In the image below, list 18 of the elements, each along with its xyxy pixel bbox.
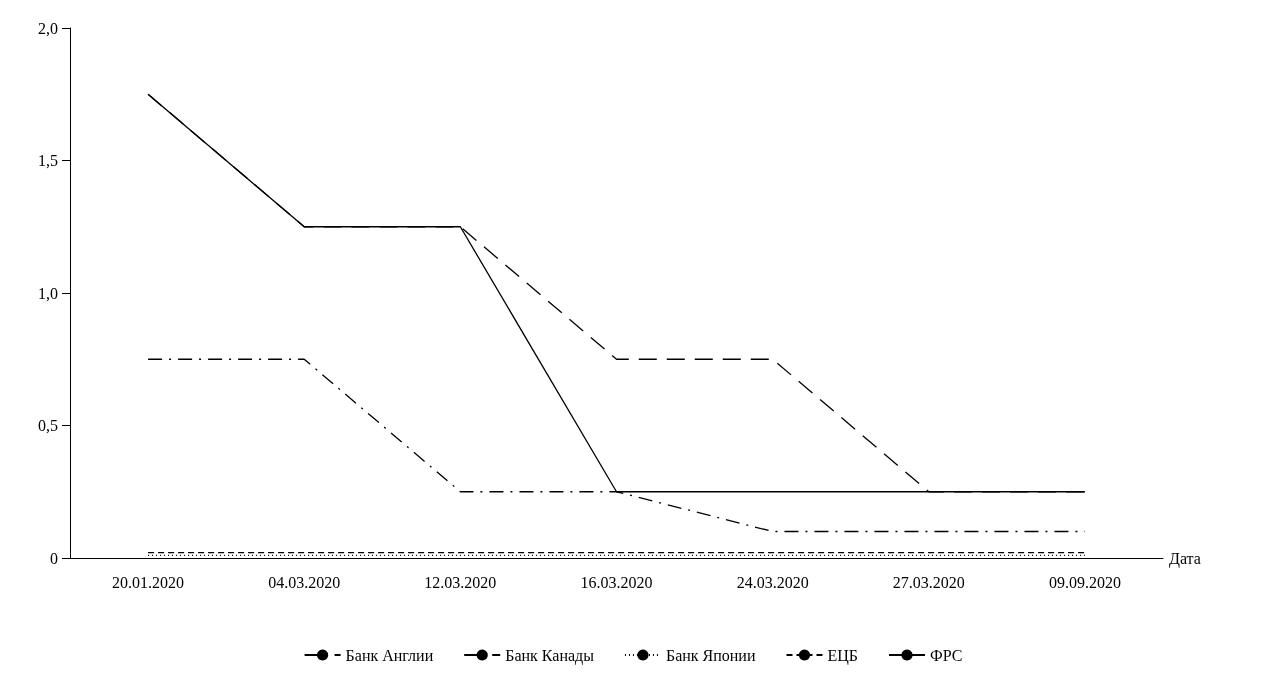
y-tick-label: 0	[50, 549, 58, 567]
x-axis-title: Дата	[1169, 549, 1201, 568]
x-tick-label: 04.03.2020	[268, 573, 341, 591]
y-tick-label: 0,5	[38, 417, 58, 434]
legend-label: Банк Канады	[505, 646, 595, 665]
legend-label: ФРС	[930, 646, 963, 664]
legend-label: Банк Англии	[345, 646, 434, 664]
x-tick-label: 20.01.2020	[112, 573, 185, 591]
legend-label: Банк Японии	[665, 646, 756, 664]
x-tick-label: 27.03.2020	[892, 573, 965, 591]
y-tick-label: 1,0	[38, 284, 58, 302]
x-tick-label: 09.09.2020	[1048, 573, 1121, 591]
x-tick-label: 24.03.2020	[736, 573, 809, 591]
y-tick-label: 2,0	[38, 19, 58, 37]
legend-label: ЕЦБ	[827, 646, 858, 665]
x-tick-label: 12.03.2020	[424, 573, 497, 591]
y-tick-label: 1,5	[38, 152, 58, 169]
x-tick-label: 16.03.2020	[580, 573, 653, 591]
